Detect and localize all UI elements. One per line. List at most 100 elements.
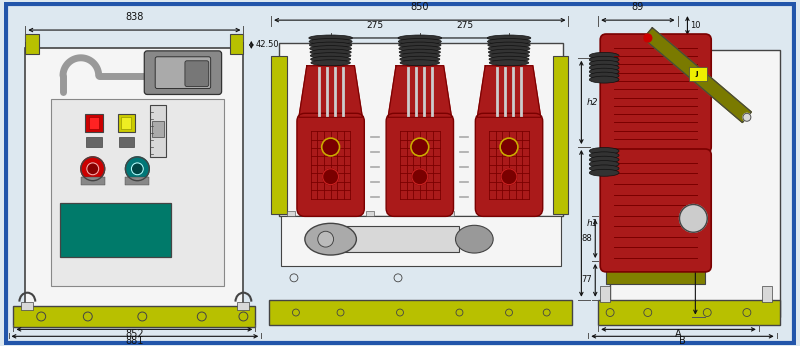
Bar (89, 117, 98, 129)
Ellipse shape (310, 53, 351, 59)
Bar (553, 56, 569, 215)
Ellipse shape (399, 46, 441, 52)
Text: h2: h2 (586, 98, 598, 107)
Ellipse shape (590, 64, 619, 71)
Bar (366, 211, 374, 216)
Ellipse shape (590, 165, 619, 172)
Circle shape (500, 138, 518, 156)
Ellipse shape (490, 60, 529, 66)
Bar (118, 137, 134, 147)
Bar (126, 177, 150, 185)
Ellipse shape (489, 56, 529, 62)
Ellipse shape (590, 147, 619, 154)
Ellipse shape (310, 42, 352, 48)
Bar (26, 48, 243, 316)
Bar (598, 300, 780, 325)
Circle shape (501, 169, 517, 185)
Text: h1: h1 (586, 219, 598, 228)
Ellipse shape (489, 53, 530, 59)
Bar (279, 43, 562, 216)
Bar (85, 114, 102, 132)
Ellipse shape (305, 223, 356, 255)
Ellipse shape (400, 60, 439, 66)
Ellipse shape (488, 46, 530, 52)
FancyBboxPatch shape (600, 149, 711, 272)
Ellipse shape (310, 46, 351, 52)
Bar (150, 106, 166, 157)
Ellipse shape (487, 38, 530, 45)
Ellipse shape (590, 68, 619, 75)
Ellipse shape (398, 35, 442, 41)
Polygon shape (478, 66, 541, 117)
Circle shape (81, 157, 105, 181)
Ellipse shape (400, 56, 440, 62)
Text: 881: 881 (126, 336, 144, 346)
Bar (446, 211, 454, 216)
Bar (600, 286, 610, 302)
Bar (281, 216, 561, 266)
Ellipse shape (398, 42, 441, 48)
Text: 838: 838 (125, 12, 143, 22)
Ellipse shape (590, 72, 619, 79)
Text: 77: 77 (582, 275, 592, 284)
Ellipse shape (590, 169, 619, 176)
Ellipse shape (590, 161, 619, 167)
Bar (118, 114, 135, 132)
Bar (86, 137, 102, 147)
Ellipse shape (487, 35, 531, 41)
Text: 275: 275 (456, 21, 473, 30)
Ellipse shape (489, 49, 530, 55)
Circle shape (126, 157, 150, 181)
Ellipse shape (398, 38, 442, 45)
Bar (26, 34, 39, 54)
Ellipse shape (310, 49, 351, 55)
Circle shape (743, 113, 751, 121)
Circle shape (318, 231, 334, 247)
Ellipse shape (310, 56, 350, 62)
FancyBboxPatch shape (60, 203, 171, 257)
Bar (51, 99, 223, 286)
Bar (690, 67, 707, 81)
Text: A: A (675, 329, 682, 339)
Ellipse shape (590, 76, 619, 83)
Polygon shape (643, 28, 751, 122)
Bar (287, 211, 295, 216)
Ellipse shape (488, 42, 530, 48)
Bar (14, 306, 255, 327)
Bar (762, 286, 772, 302)
Ellipse shape (590, 56, 619, 63)
Circle shape (644, 34, 652, 42)
Circle shape (322, 138, 339, 156)
Ellipse shape (399, 53, 440, 59)
Ellipse shape (590, 52, 619, 59)
FancyBboxPatch shape (144, 51, 222, 94)
FancyBboxPatch shape (155, 57, 210, 89)
Text: J: J (695, 71, 698, 77)
Ellipse shape (309, 35, 353, 41)
Circle shape (411, 138, 429, 156)
Polygon shape (388, 66, 451, 117)
Circle shape (412, 169, 428, 185)
Bar (271, 56, 287, 215)
Text: B: B (679, 336, 686, 346)
Bar (269, 300, 573, 325)
Circle shape (131, 163, 143, 175)
Bar (81, 177, 105, 185)
Text: 10: 10 (690, 21, 701, 30)
Ellipse shape (311, 60, 350, 66)
FancyBboxPatch shape (185, 61, 209, 86)
Circle shape (679, 204, 707, 232)
Bar (238, 302, 250, 310)
Ellipse shape (590, 156, 619, 163)
Circle shape (87, 163, 98, 175)
FancyBboxPatch shape (6, 4, 794, 343)
Text: 88: 88 (582, 234, 592, 243)
Text: 850: 850 (410, 2, 429, 12)
Ellipse shape (590, 152, 619, 159)
Bar (606, 264, 706, 284)
Polygon shape (299, 66, 362, 117)
Ellipse shape (590, 60, 619, 67)
Text: 42.50: 42.50 (255, 40, 279, 49)
FancyBboxPatch shape (297, 113, 364, 216)
Ellipse shape (309, 38, 352, 45)
